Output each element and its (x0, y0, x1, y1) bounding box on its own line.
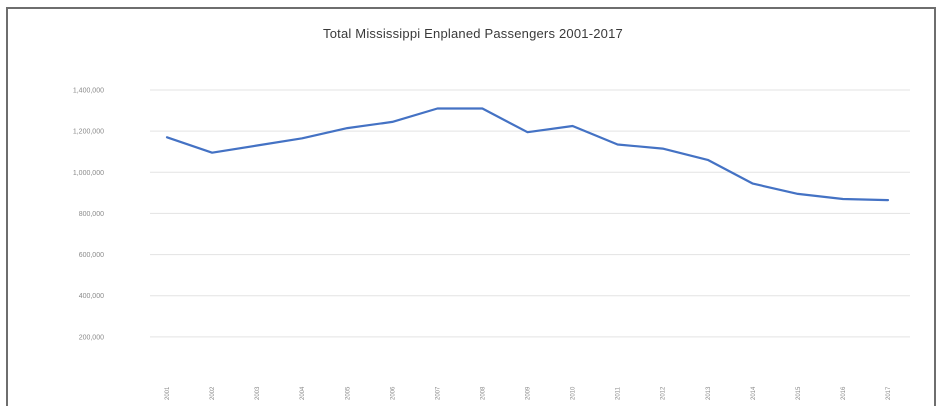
data-point (887, 199, 890, 202)
data-point (436, 107, 439, 110)
x-tick-label: 2011 (616, 386, 622, 400)
y-tick-label: 1,200,000 (73, 129, 104, 136)
chart-title: Total Mississippi Enplaned Passengers 20… (323, 26, 623, 41)
y-tick-label: 200,000 (79, 334, 104, 341)
data-point (256, 144, 259, 147)
x-tick-label: 2004 (300, 386, 306, 400)
x-tick-label: 2013 (706, 386, 712, 400)
x-tick-label: 2008 (480, 386, 486, 400)
series-line (165, 107, 890, 202)
x-tick-label: 2007 (435, 386, 441, 400)
y-tick-label: 400,000 (79, 293, 104, 300)
x-tick-label: 2015 (796, 386, 802, 400)
data-point (706, 158, 709, 161)
x-tick-label: 2003 (255, 386, 261, 400)
data-point (526, 131, 529, 134)
data-point (166, 136, 169, 139)
data-point (211, 151, 214, 154)
data-point (661, 147, 664, 150)
x-tick-label: 2017 (886, 386, 892, 400)
data-point (391, 120, 394, 123)
data-point (841, 198, 844, 201)
data-point (751, 182, 754, 185)
data-point (571, 125, 574, 128)
y-tick-label: 800,000 (79, 211, 104, 218)
data-point (301, 137, 304, 140)
x-tick-label: 2016 (841, 386, 847, 400)
chart-frame (6, 7, 936, 406)
data-point (616, 143, 619, 146)
data-point (481, 107, 484, 110)
x-tick-label: 2005 (345, 386, 351, 400)
x-tick-label: 2009 (526, 386, 532, 400)
data-point (796, 192, 799, 195)
y-tick-label: 1,000,000 (73, 170, 104, 177)
x-tick-label: 2014 (751, 386, 757, 400)
y-tick-label: 1,400,000 (73, 88, 104, 95)
y-tick-label: 600,000 (79, 252, 104, 259)
x-tick-label: 2001 (165, 386, 171, 400)
x-tick-label: 2006 (390, 386, 396, 400)
x-tick-label: 2002 (210, 386, 216, 400)
data-point (346, 127, 349, 130)
x-tick-label: 2012 (661, 386, 667, 400)
x-tick-label: 2010 (571, 386, 577, 400)
